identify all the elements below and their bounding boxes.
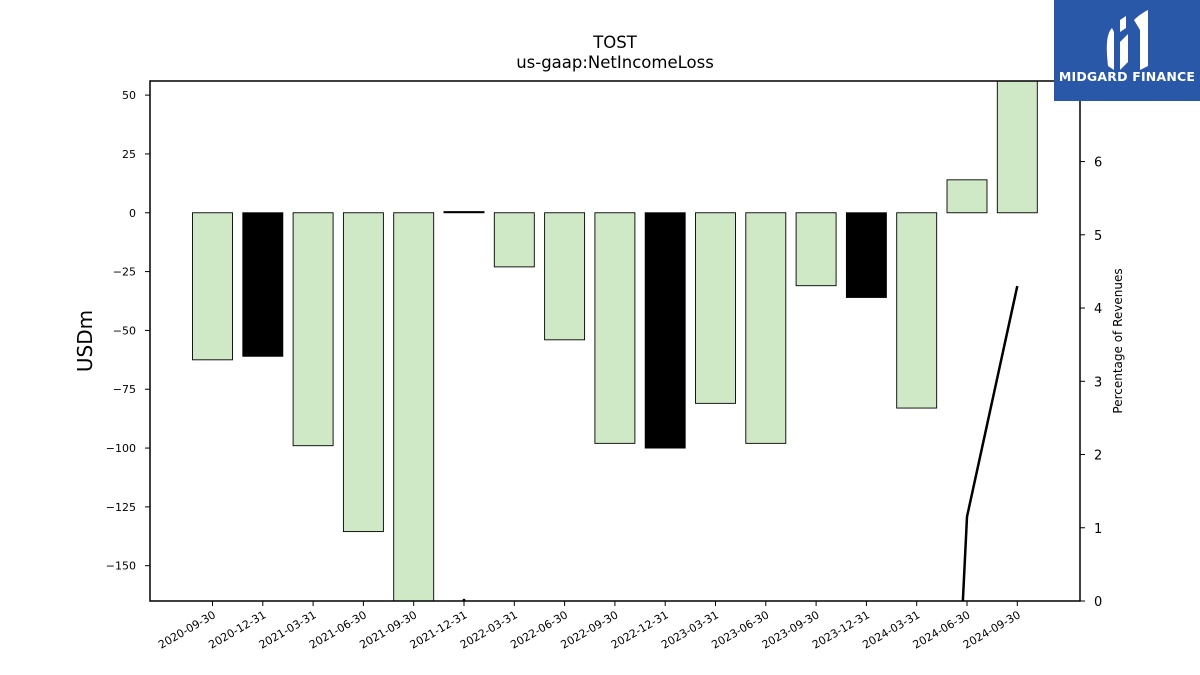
y-tick-label: −25 xyxy=(113,266,136,279)
bar xyxy=(795,212,837,287)
y-tick-label: −50 xyxy=(113,324,136,337)
y-tick-label: −100 xyxy=(106,442,136,455)
bar xyxy=(192,212,233,361)
bar xyxy=(393,212,435,602)
bar xyxy=(644,212,686,449)
brand-logo: MIDGARD FINANCE xyxy=(1054,0,1200,101)
y-tick-label: 0 xyxy=(129,207,136,220)
x-axis: 2020-09-302020-12-312021-03-312021-06-30… xyxy=(156,601,1023,652)
right-y-axis: 0 1 2 3 4 5 6 xyxy=(1080,156,1102,610)
bar xyxy=(695,212,736,404)
y-axis-label: USDm xyxy=(73,310,97,372)
left-y-axis: 50 25 0 −25 −50 −75 −100 −125 −150 xyxy=(106,89,150,573)
y2-tick-label: 6 xyxy=(1094,156,1102,171)
y-tick-label: −150 xyxy=(106,560,136,573)
y2-tick-label: 4 xyxy=(1094,302,1102,317)
bar xyxy=(493,212,535,268)
chart-title: TOST xyxy=(592,33,638,52)
y2-axis-label: Percentage of Revenues xyxy=(1111,268,1125,413)
y-tick-label: −75 xyxy=(113,383,136,396)
y2-tick-label: 1 xyxy=(1094,522,1102,537)
bar-series xyxy=(192,80,1038,602)
bar xyxy=(896,212,938,409)
y2-tick-label: 5 xyxy=(1094,229,1102,244)
bar xyxy=(594,212,636,444)
y2-tick-label: 3 xyxy=(1094,375,1102,390)
bar xyxy=(745,212,787,444)
y-tick-label: 50 xyxy=(122,89,136,102)
bar xyxy=(292,212,334,447)
brand-name: MIDGARD FINANCE xyxy=(1058,69,1196,84)
revenue-percentage-line xyxy=(961,285,1019,601)
bar xyxy=(544,212,586,341)
bar xyxy=(946,179,988,214)
bar xyxy=(242,212,284,357)
bar xyxy=(996,80,1038,214)
y-tick-label: 25 xyxy=(122,148,136,161)
bar xyxy=(342,212,384,533)
y2-tick-label: 0 xyxy=(1094,595,1102,610)
x-tick-label: 2024-09-30 xyxy=(961,608,1023,651)
bar xyxy=(845,212,887,298)
y2-tick-label: 2 xyxy=(1094,449,1102,464)
bar xyxy=(443,211,485,214)
midgard-logo-icon xyxy=(1106,10,1148,70)
y-tick-label: −125 xyxy=(106,501,136,514)
chart-subtitle: us-gaap:NetIncomeLoss xyxy=(516,53,714,72)
